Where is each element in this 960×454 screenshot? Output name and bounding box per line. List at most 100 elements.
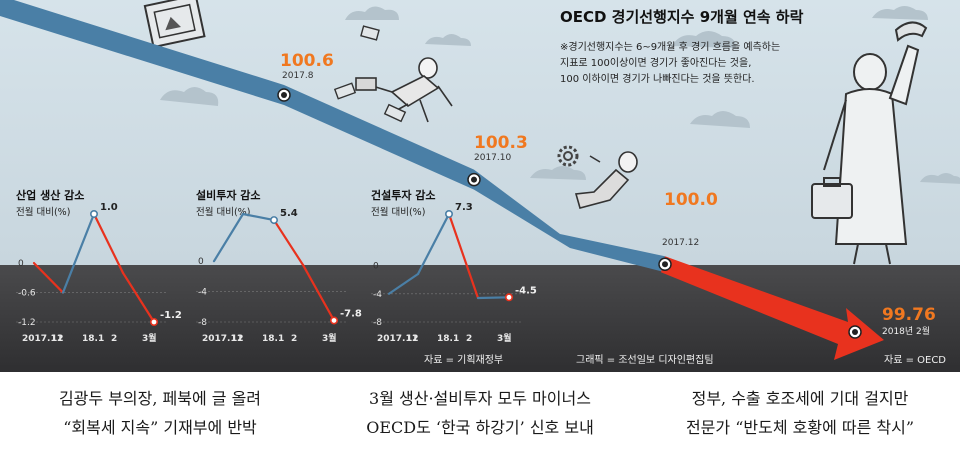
businessman-waving-hat-icon	[823, 21, 928, 265]
small-chart-title: 설비투자 감소	[196, 188, 261, 202]
index-marker-dot	[471, 176, 477, 183]
small-chart-ytick: -1.2	[18, 318, 36, 328]
small-chart-xtick: 2017.11	[22, 334, 63, 344]
small-chart-marker	[150, 317, 159, 326]
small-chart-segment	[476, 296, 511, 300]
gear-icon	[557, 145, 579, 167]
small-chart-segment	[121, 271, 156, 324]
caption-2-line-1: 3월 생산·설비투자 모두 마이너스	[369, 389, 591, 408]
caption-3-line-2: 전문가 “반도체 호황에 따른 착시”	[685, 418, 915, 437]
small-chart-ytick: 0	[373, 262, 379, 272]
briefcase-icon	[811, 177, 853, 219]
small-chart-data-label: -1.2	[160, 310, 182, 321]
decline-arrow	[661, 256, 884, 360]
index-date-label: 2017.12	[662, 238, 699, 248]
small-chart-segment	[92, 212, 125, 275]
small-chart-ytick: -4	[373, 290, 382, 300]
small-chart-xtick: 12	[231, 334, 244, 344]
caption-bar: 김광두 부의장, 페북에 글 올려 “회복세 지속” 기재부에 반박 3월 생산…	[0, 372, 960, 454]
cloud-icon	[160, 87, 219, 106]
small-chart-xtick: 2017.11	[202, 334, 243, 344]
index-date-label: 2017.10	[474, 153, 511, 163]
small-chart-segment	[301, 263, 336, 322]
cloud-icon	[425, 34, 471, 46]
small-chart-title: 건설투자 감소	[371, 188, 436, 202]
small-chart-xtick: 12	[51, 334, 64, 344]
falling-worker-icon	[574, 151, 638, 209]
small-chart-ytick: -4	[198, 288, 207, 298]
index-value-label: 100.6	[280, 51, 334, 71]
source-small-charts: 자료 = 기획재정부	[424, 354, 503, 366]
caption-3: 정부, 수출 호조세에 기대 걸지만 전문가 “반도체 호황에 따른 착시”	[650, 384, 950, 442]
small-chart-title: 산업 생산 감소	[16, 188, 84, 202]
small-chart-data-label: 7.3	[455, 202, 473, 213]
caption-1-line-1: 김광두 부의장, 페북에 글 올려	[58, 389, 262, 408]
cloud-icon	[690, 111, 750, 128]
small-chart-ytick: 0	[18, 259, 24, 269]
headline-title: OECD 경기선행지수 9개월 연속 하락	[560, 8, 804, 26]
small-chart-unit: 전월 대비(%)	[371, 206, 425, 218]
index-marker-dot	[852, 329, 858, 335]
cloud-icon	[345, 6, 399, 20]
graphic-credit: 그래픽 = 조선일보 디자인편집팀	[576, 354, 714, 366]
index-marker-dot	[662, 261, 668, 268]
small-chart-xtick: 3월	[322, 332, 337, 344]
index-value-label: 99.76	[882, 305, 936, 325]
index-value-label: 100.3	[474, 133, 528, 153]
index-date-label: 2017.8	[282, 71, 314, 81]
infographic: OECD 경기선행지수 9개월 연속 하락 ※경기선행지수는 6~9개월 후 경…	[0, 0, 960, 372]
small-chart-marker	[504, 293, 513, 302]
small-chart-ytick: -0.6	[18, 289, 36, 299]
caption-2-line-2: OECD도 ‘한국 하강기’ 신호 보내	[366, 418, 594, 437]
small-chart-segment	[32, 261, 65, 294]
caption-3-line-1: 정부, 수출 호조세에 기대 걸지만	[691, 389, 909, 408]
calendar-icon	[143, 0, 206, 49]
small-chart-unit: 전월 대비(%)	[196, 206, 250, 218]
caption-1-line-2: “회복세 지속” 기재부에 반박	[63, 418, 257, 437]
index-value-label: 100.0	[664, 190, 718, 210]
small-chart-xtick: 3월	[142, 332, 157, 344]
small-chart-xtick: 3월	[497, 332, 512, 344]
small-chart-xtick: 12	[406, 334, 419, 344]
cloud-icons	[160, 6, 960, 184]
caption-2: 3월 생산·설비투자 모두 마이너스 OECD도 ‘한국 하강기’ 신호 보내	[330, 384, 630, 442]
headline-note-line-2: 지표로 100이상이면 경기가 좋아진다는 것을,	[560, 56, 751, 69]
cloud-icon	[920, 173, 960, 184]
small-chart-marker	[269, 216, 278, 225]
small-chart-data-label: 5.4	[280, 208, 298, 219]
small-chart-marker	[90, 210, 99, 219]
headline-note-line-3: 100 이하이면 경기가 나빠진다는 것을 뜻한다.	[560, 72, 755, 85]
small-chart-segment	[212, 212, 245, 263]
small-chart-segment	[416, 212, 451, 276]
small-chart-segment	[272, 218, 305, 267]
falling-businessman-icon	[355, 57, 453, 123]
small-chart-xtick: 18.1	[262, 334, 284, 344]
small-chart-data-label: -4.5	[515, 285, 537, 296]
small-chart-xtick: 2	[291, 334, 297, 344]
small-chart-data-label: 1.0	[100, 202, 118, 213]
small-chart-unit: 전월 대비(%)	[16, 206, 70, 218]
cloud-icon	[530, 166, 586, 180]
small-chart-segment	[447, 212, 480, 300]
small-chart-segment	[387, 272, 420, 295]
small-chart-ytick: -8	[198, 318, 207, 328]
cloud-icon	[872, 6, 928, 20]
small-chart-segment	[61, 212, 96, 294]
headline-note-line-1: ※경기선행지수는 6~9개월 후 경기 흐름을 예측하는	[560, 40, 780, 53]
small-chart-ytick: -8	[373, 318, 382, 328]
small-chart-marker	[329, 316, 338, 325]
source-oecd: 자료 = OECD	[884, 354, 946, 366]
small-chart-xtick: 2017.11	[377, 334, 418, 344]
cloud-icon	[672, 31, 736, 48]
index-date-label: 2018년 2월	[882, 325, 930, 337]
index-marker-dot	[281, 92, 287, 98]
small-chart-ytick: 0	[198, 257, 204, 267]
